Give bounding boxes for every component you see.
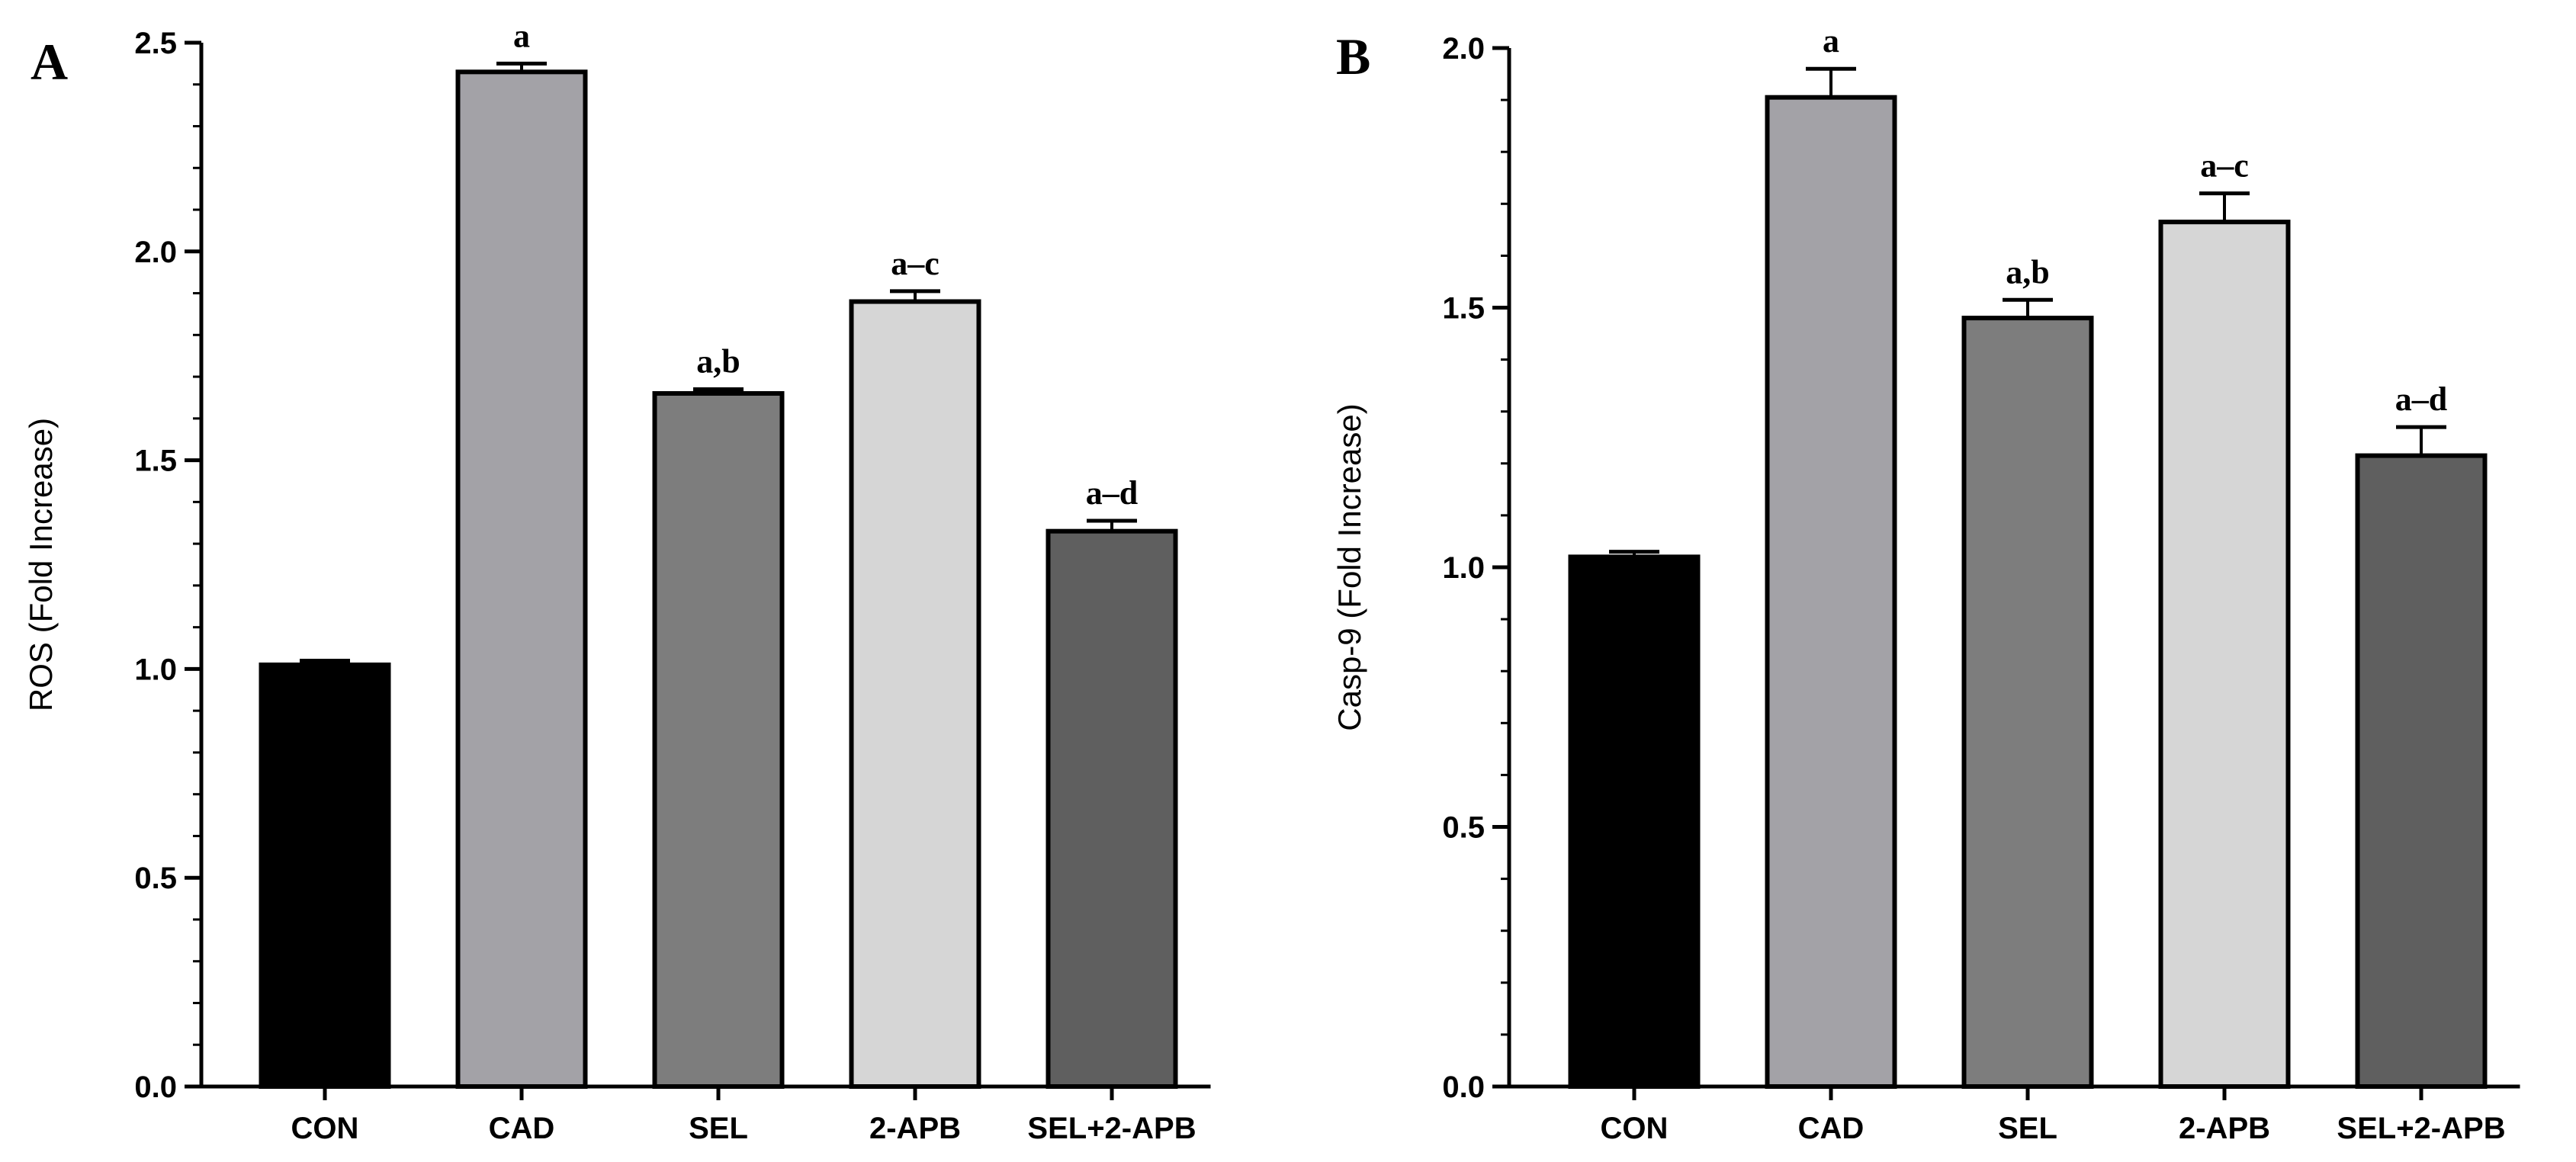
x-category-label: SEL+2-APB [1027, 1112, 1196, 1145]
y-tick-label: 0.5 [1442, 811, 1485, 845]
bar-con [1568, 554, 1701, 1089]
x-category-label: SEL [689, 1112, 748, 1145]
x-category-label: CAD [489, 1112, 555, 1145]
bar-2-apb [2158, 220, 2291, 1089]
y-tick-label: 0.0 [134, 1071, 177, 1104]
bar-sel+2-apb [1045, 528, 1178, 1089]
bar-sel [652, 390, 785, 1089]
bar-con [259, 662, 391, 1089]
x-category-label: 2-APB [2179, 1112, 2270, 1145]
bar-sel [1961, 316, 2094, 1089]
y-tick-label: 1.5 [134, 445, 177, 478]
x-category-label: CON [291, 1112, 359, 1145]
panel-a: A 0.0 0.5 1.0 1.5 2.0 2.5 ROS (Fold Increase) CO… [23, 17, 1211, 1145]
y-axis-title: ROS (Fold Increase) [23, 418, 59, 711]
y-tick-label: 1.0 [134, 653, 177, 686]
x-category-label: CON [1601, 1112, 1669, 1145]
bar-2-apb [849, 299, 981, 1090]
y-axis-title: Casp-9 (Fold Increase) [1331, 403, 1367, 731]
y-tick-label: 2.0 [134, 236, 177, 269]
significance-label: a–c [2200, 147, 2249, 185]
significance-label: a–d [1086, 474, 1138, 512]
y-tick-label: 2.0 [1442, 32, 1485, 66]
bar-sel+2-apb [2355, 453, 2488, 1089]
panel-letter: B [1336, 27, 1370, 85]
x-category-label: SEL+2-APB [2337, 1112, 2505, 1145]
x-category-label: 2-APB [869, 1112, 961, 1145]
significance-label: a,b [2006, 253, 2049, 290]
significance-label: a [1823, 22, 1839, 59]
panel-letter: A [31, 33, 68, 91]
significance-label: a,b [696, 343, 740, 380]
y-tick-label: 1.5 [1442, 292, 1485, 326]
bar-cad [1765, 95, 1897, 1090]
y-tick-label: 2.5 [134, 27, 177, 60]
y-tick-label: 1.0 [1442, 551, 1485, 585]
y-tick-label: 0.5 [134, 862, 177, 895]
significance-label: a–c [891, 245, 940, 282]
y-tick-label: 0.0 [1442, 1071, 1485, 1104]
significance-label: a–d [2395, 380, 2447, 418]
significance-label: a [513, 17, 530, 54]
x-category-label: SEL [1998, 1112, 2057, 1145]
panel-b: B 0.0 0.5 1.0 1.5 2.0 Casp-9 (Fold Increase) CO… [1331, 22, 2520, 1145]
x-category-label: CAD [1798, 1112, 1865, 1145]
bar-cad [455, 69, 588, 1089]
